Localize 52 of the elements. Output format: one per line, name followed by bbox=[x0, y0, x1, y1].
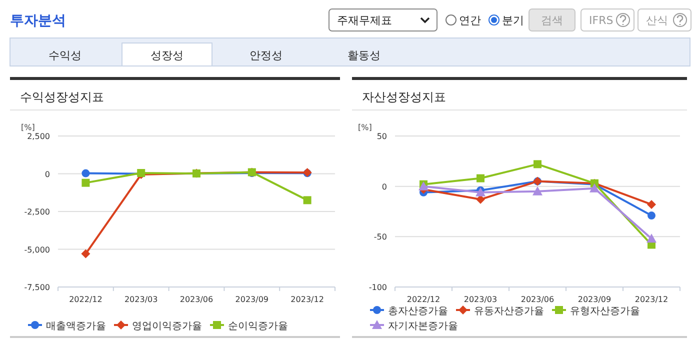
point bbox=[648, 212, 656, 220]
x-tick-label: 2023/06 bbox=[520, 295, 554, 304]
point bbox=[534, 160, 542, 168]
x-tick-label: 2023/03 bbox=[124, 295, 158, 304]
text: 안정성 bbox=[250, 49, 282, 62]
y-tick-label: 0 bbox=[382, 182, 387, 192]
text: 투자분석 bbox=[10, 13, 66, 29]
legend-label: 유동자산증가율 bbox=[474, 306, 544, 317]
point bbox=[476, 174, 484, 182]
text: 성장성 bbox=[150, 49, 184, 62]
text: 수익성 bbox=[48, 49, 82, 62]
x-tick-label: 2023/03 bbox=[464, 295, 498, 304]
x-tick-label: 2023/09 bbox=[235, 295, 269, 304]
text: 산식 bbox=[646, 14, 668, 27]
y-tick-label: -5,000 bbox=[24, 245, 50, 254]
legend-label: 자기자본증가율 bbox=[388, 321, 458, 332]
point bbox=[81, 249, 90, 258]
chart-title: 자산성장성지표 bbox=[362, 90, 446, 104]
legend-label: 유형자산증가율 bbox=[570, 306, 640, 317]
legend-label: 총자산증가율 bbox=[388, 306, 448, 317]
point bbox=[82, 178, 90, 187]
x-tick-label: 2022/12 bbox=[406, 295, 440, 304]
point bbox=[303, 196, 312, 204]
point bbox=[82, 169, 90, 178]
text: 연간 bbox=[459, 14, 481, 27]
y-axis-title: [%] bbox=[21, 123, 35, 132]
point bbox=[646, 234, 656, 243]
y-tick-label: 0 bbox=[44, 170, 50, 179]
point bbox=[647, 200, 656, 209]
legend-label: 영업이익증가율 bbox=[132, 321, 202, 332]
legend-label: 매출액증가율 bbox=[46, 321, 106, 332]
x-tick-label: 2022/12 bbox=[69, 295, 102, 304]
legend-label: 순이익증가율 bbox=[228, 321, 288, 332]
text: 활동성 bbox=[348, 49, 380, 62]
x-tick-label: 2023/12 bbox=[634, 295, 668, 304]
point bbox=[590, 183, 600, 192]
y-axis-title: [%] bbox=[358, 123, 372, 132]
text: 검색 bbox=[541, 14, 563, 27]
x-tick-label: 2023/12 bbox=[290, 295, 324, 304]
y-tick-label: -2,500 bbox=[24, 208, 50, 216]
x-tick-label: 2023/09 bbox=[578, 295, 612, 304]
chart-title: 수익성장성지표 bbox=[20, 90, 104, 104]
text: 분기 bbox=[502, 14, 524, 27]
point bbox=[532, 186, 542, 196]
y-tick-label: -50 bbox=[374, 232, 387, 242]
text: IFRS bbox=[589, 14, 614, 27]
text: 주재무제표 bbox=[337, 14, 392, 27]
y-tick-label: 50 bbox=[376, 132, 387, 141]
y-tick-label: 2,500 bbox=[27, 132, 50, 141]
y-tick-label: -7,500 bbox=[24, 283, 50, 292]
y-tick-label: -100 bbox=[368, 283, 387, 292]
x-tick-label: 2023/06 bbox=[180, 295, 214, 304]
